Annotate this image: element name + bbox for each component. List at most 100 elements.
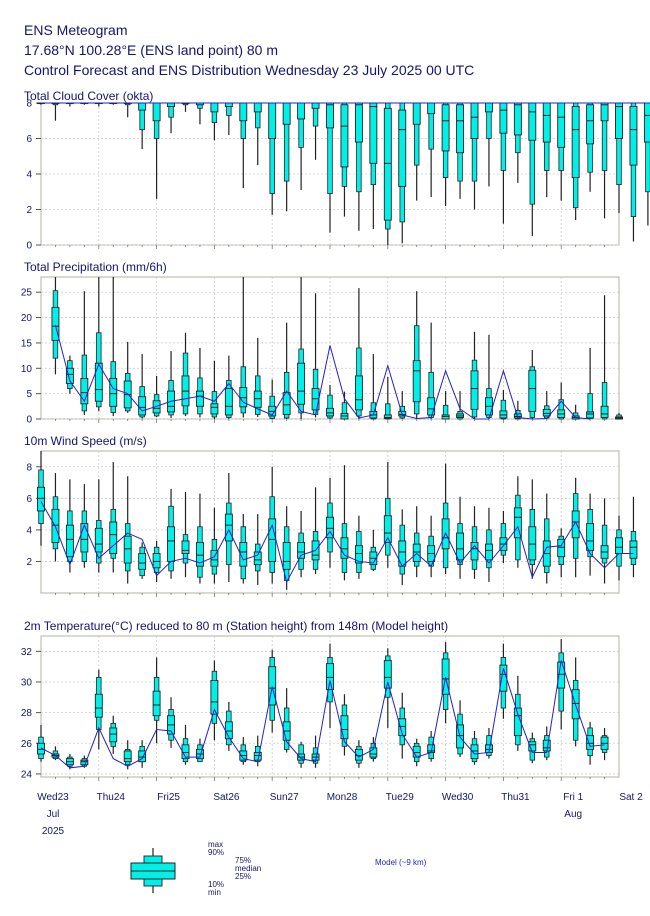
box-p25-p75 <box>557 538 566 558</box>
box-p25-p75 <box>427 102 436 115</box>
box-p25-p75 <box>268 102 277 139</box>
box-p25-p75 <box>326 516 334 539</box>
box-p25-p75 <box>138 553 147 570</box>
y-tick-label: 26 <box>21 739 33 750</box>
panel-4: 24 26 28 30 32 2m Temperature(°C) reduced to … <box>21 619 620 781</box>
legend-p10: 10% <box>208 880 224 889</box>
box-p25-p75 <box>94 362 103 402</box>
ens-box <box>94 669 103 750</box>
day-label: Wed30 <box>442 792 474 803</box>
box-p25-p75 <box>499 410 508 419</box>
box-p10-p90 <box>500 399 507 420</box>
box-p25-p75 <box>311 388 320 411</box>
box-p25-p75 <box>80 523 89 553</box>
box-p25-p75 <box>326 407 334 417</box>
day-label: Fri25 <box>157 792 180 803</box>
y-tick-label: 4 <box>26 170 32 181</box>
ens-box <box>210 360 219 419</box>
box-p25-p75 <box>643 102 650 143</box>
ens-box <box>629 102 638 242</box>
y-tick-label: 24 <box>21 769 33 780</box>
day-label: Sat26 <box>213 792 240 803</box>
box-p25-p75 <box>65 524 74 558</box>
box-p25-p75 <box>297 362 306 405</box>
ens-box <box>123 476 132 584</box>
box-p25-p75 <box>586 523 595 551</box>
box-p25-p75 <box>138 102 147 111</box>
ens-box <box>485 507 493 582</box>
box-p25-p75 <box>499 102 508 134</box>
ens-box <box>615 412 623 420</box>
box-p25-p75 <box>181 540 190 555</box>
legend-median: median <box>235 864 261 873</box>
ens-box <box>109 277 118 416</box>
box-p25-p75 <box>528 369 537 412</box>
box-p25-p75 <box>210 102 219 113</box>
box-p25-p75 <box>354 375 363 411</box>
ens-box <box>600 727 609 761</box>
ens-box <box>499 390 508 420</box>
ens-box <box>326 477 334 568</box>
box-p25-p75 <box>369 102 378 164</box>
ens-box <box>268 649 277 733</box>
box-p25-p75 <box>470 102 479 139</box>
ens-box <box>195 493 204 584</box>
ens-box <box>297 741 306 768</box>
ens-box <box>253 337 262 417</box>
box-p25-p75 <box>571 106 580 179</box>
ens-box <box>167 697 176 748</box>
ens-box <box>499 510 508 564</box>
box-p25-p75 <box>412 360 421 403</box>
box-p25-p75 <box>470 370 479 410</box>
box-p25-p75 <box>456 104 464 154</box>
ens-box <box>383 462 392 568</box>
ens-box <box>427 515 436 578</box>
box-p25-p75 <box>441 414 450 420</box>
ens-box <box>138 354 147 419</box>
ens-box <box>297 277 306 419</box>
box-p25-p75 <box>542 102 551 143</box>
ens-box <box>354 288 363 419</box>
box-p25-p75 <box>65 367 74 384</box>
day-label: Fri 1 <box>563 792 583 803</box>
ens-box <box>586 493 595 576</box>
box-p25-p75 <box>224 388 233 416</box>
box-p25-p75 <box>427 397 436 416</box>
panel-3: 2 4 6 8 10m Wind Speed (m/s) <box>24 434 638 597</box>
ens-box <box>354 515 363 579</box>
box-p25-p75 <box>528 102 537 141</box>
y-tick-label: 32 <box>21 647 33 658</box>
box-p10-p90 <box>370 402 377 420</box>
box-p25-p75 <box>354 102 363 143</box>
ens-box <box>340 391 349 420</box>
box-p25-p75 <box>210 403 219 415</box>
box-p25-p75 <box>297 102 306 120</box>
legend-p90: 90% <box>208 848 224 857</box>
box-p25-p75 <box>600 102 609 122</box>
box-p25-p75 <box>224 513 233 542</box>
year-label: 2025 <box>42 826 65 837</box>
y-tick-label: 15 <box>21 338 33 349</box>
ens-box <box>224 355 233 419</box>
box-p25-p75 <box>586 104 595 145</box>
box-p25-p75 <box>80 759 89 766</box>
box-p25-p75 <box>513 507 522 539</box>
day-label: Mon28 <box>327 792 358 803</box>
day-label: Tue29 <box>386 792 414 803</box>
box-p25-p75 <box>282 542 291 570</box>
ens-box <box>94 479 103 573</box>
box-p10-p90 <box>558 399 564 420</box>
panel-title: 2m Temperature(°C) reduced to 80 m (Stat… <box>24 619 448 633</box>
box-p25-p75 <box>513 707 522 737</box>
box-p25-p75 <box>210 679 219 715</box>
box-p25-p75 <box>253 390 262 408</box>
box-p25-p75 <box>485 543 493 561</box>
box-p25-p75 <box>412 102 421 125</box>
panel-title: Total Precipitation (mm/6h) <box>24 260 167 274</box>
ens-box <box>109 715 118 755</box>
ens-box <box>167 488 176 579</box>
ens-box <box>239 514 248 584</box>
box-p25-p75 <box>51 306 60 341</box>
ens-box <box>383 376 392 420</box>
